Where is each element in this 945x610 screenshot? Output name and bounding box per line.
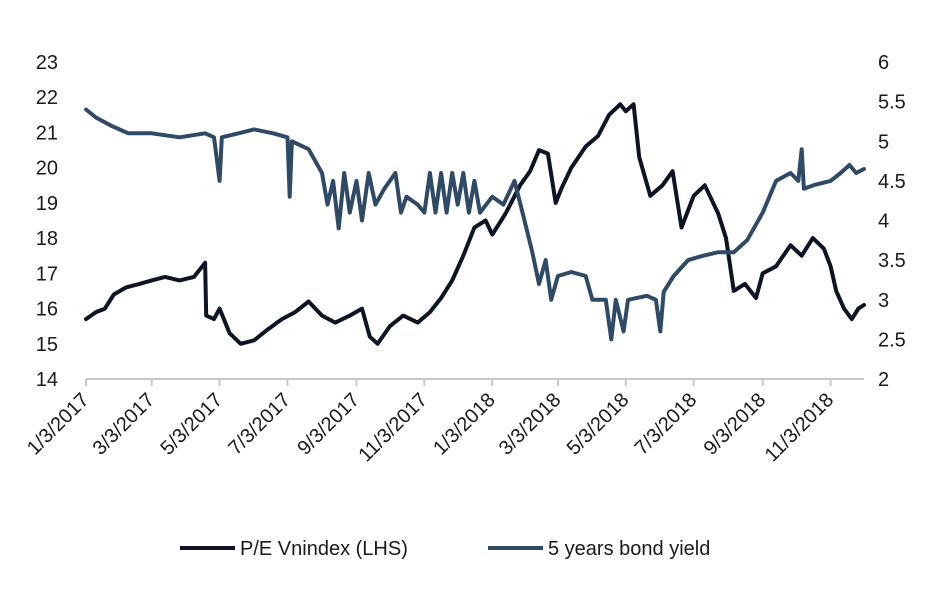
x-tick-label: 9/3/2017 xyxy=(293,389,364,460)
legend-label-pe: P/E Vnindex (LHS) xyxy=(240,538,408,560)
x-tick-label: 5/3/2017 xyxy=(156,389,227,460)
legend-label-bond: 5 years bond yield xyxy=(548,538,710,560)
right-tick-label: 5 xyxy=(878,131,889,153)
left-tick-label: 15 xyxy=(36,334,58,356)
x-tick-label: 7/3/2018 xyxy=(631,389,702,460)
left-tick-label: 18 xyxy=(36,228,58,250)
left-tick-label: 17 xyxy=(36,263,58,285)
series-line-pe-vnindex xyxy=(84,102,866,346)
x-axis-ticks: 1/3/20173/3/20175/3/20177/3/20179/3/2017… xyxy=(23,379,838,466)
left-tick-label: 19 xyxy=(36,193,58,215)
left-axis-ticks: 14 15 16 17 18 19 20 21 22 23 xyxy=(36,52,58,391)
series-lines xyxy=(84,102,866,346)
left-tick-label: 22 xyxy=(36,87,58,109)
legend: P/E Vnindex (LHS) 5 years bond yield xyxy=(180,538,710,560)
right-axis-ticks: 2 2.5 3 3.5 4 4.5 5 5.5 6 xyxy=(878,52,906,391)
right-tick-label: 4.5 xyxy=(878,171,906,193)
right-tick-label: 5.5 xyxy=(878,92,906,114)
left-tick-label: 16 xyxy=(36,299,58,321)
x-tick-label: 9/3/2018 xyxy=(700,389,771,460)
x-tick-label: 1/3/2017 xyxy=(23,389,94,460)
series-line-bond-yield xyxy=(84,107,866,342)
x-tick-label: 7/3/2017 xyxy=(224,389,295,460)
right-tick-label: 6 xyxy=(878,52,889,74)
left-tick-label: 21 xyxy=(36,122,58,144)
left-tick-label: 14 xyxy=(36,369,58,391)
right-tick-label: 3 xyxy=(878,290,889,312)
right-tick-label: 3.5 xyxy=(878,250,906,272)
left-tick-label: 20 xyxy=(36,158,58,180)
right-tick-label: 2 xyxy=(878,369,889,391)
left-tick-label: 23 xyxy=(36,52,58,74)
x-tick-label: 11/3/2018 xyxy=(761,389,838,466)
x-tick-label: 3/3/2018 xyxy=(495,389,566,460)
x-tick-label: 1/3/2018 xyxy=(429,389,500,460)
right-tick-label: 2.5 xyxy=(878,329,906,351)
x-tick-label: 11/3/2017 xyxy=(354,389,431,466)
x-tick-label: 3/3/2017 xyxy=(89,389,160,460)
right-tick-label: 4 xyxy=(878,211,889,233)
x-tick-label: 5/3/2018 xyxy=(563,389,634,460)
